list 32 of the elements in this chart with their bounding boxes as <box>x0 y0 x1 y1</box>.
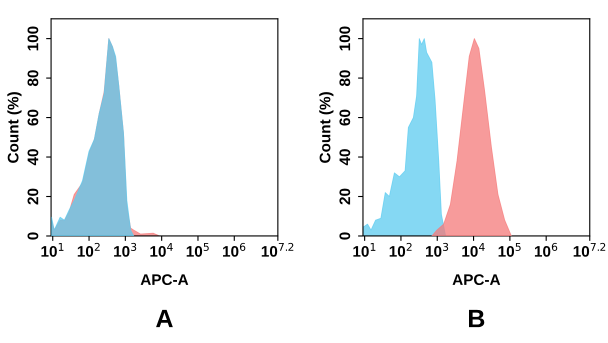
y-tick-label: 100 <box>339 26 350 50</box>
x-axis-title: APC-A <box>140 274 188 286</box>
y-tick-label: 60 <box>28 110 38 126</box>
y-tick-label: 60 <box>339 110 350 126</box>
x-tick-label: 10$^{2}$ <box>78 242 100 257</box>
x-tick-label: 10$^{6}$ <box>534 242 558 257</box>
y-tick-label: 40 <box>339 149 350 166</box>
y-tick-label: 20 <box>28 188 38 204</box>
x-tick-label: 10$^{1}$ <box>353 243 376 257</box>
text: A <box>156 310 173 328</box>
y-axis-title: Count (%) <box>319 92 334 163</box>
x-tick-label: 10$^{4}$ <box>462 243 485 257</box>
x-tick-label: 10$^{2}$ <box>390 242 412 257</box>
x-tick-label: 10$^{7.2}$ <box>574 242 606 257</box>
x-tick-label: 10$^{3}$ <box>426 242 448 257</box>
y-tick-label: 20 <box>339 188 350 204</box>
y-tick-label: 40 <box>28 149 38 166</box>
x-tick-label: 10$^{4}$ <box>150 243 173 257</box>
x-tick-label: 10$^{6}$ <box>223 242 246 257</box>
y-tick-label: 80 <box>28 70 38 86</box>
y-tick-label: 80 <box>339 70 350 86</box>
x-tick-label: 10$^{1}$ <box>41 243 64 257</box>
y-axis-title: Count (%) <box>7 92 22 163</box>
text: B <box>469 310 484 328</box>
y-tick-label: 100 <box>28 26 38 50</box>
y-tick-label: 0 <box>28 232 38 240</box>
y-tick-label: 0 <box>339 232 350 240</box>
x-tick-label: 10$^{5}$ <box>186 243 209 257</box>
x-tick-label: 10$^{7.2}$ <box>262 242 294 257</box>
x-tick-label: 10$^{3}$ <box>114 242 136 257</box>
x-axis-title: APC-A <box>452 274 500 286</box>
x-tick-label: 10$^{5}$ <box>498 243 521 257</box>
